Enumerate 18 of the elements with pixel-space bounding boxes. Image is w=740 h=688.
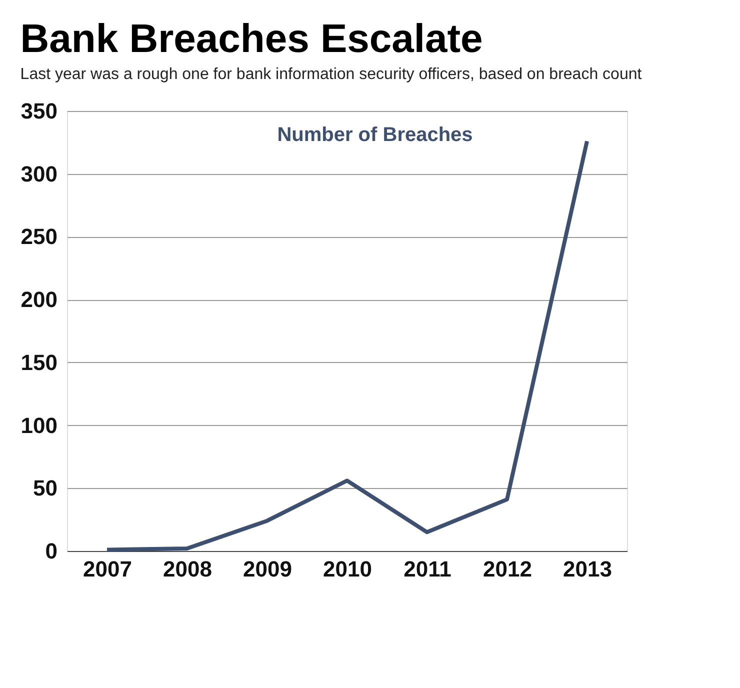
x-tick-label: 2011 <box>404 556 452 582</box>
y-tick-label: 250 <box>20 224 58 250</box>
y-tick-label: 350 <box>20 98 58 124</box>
y-tick-label: 100 <box>20 412 58 438</box>
y-tick-label: 300 <box>20 161 58 186</box>
text: Number of Breaches <box>277 124 473 146</box>
x-tick-label: 2010 <box>323 556 372 582</box>
x-tick-label: 2013 <box>563 556 612 582</box>
chart-title: Bank Breaches Escalate <box>20 17 483 61</box>
x-tick-label: 2012 <box>483 556 532 582</box>
x-tick-label: 2007 <box>83 556 132 582</box>
y-tick-label: 0 <box>45 538 58 564</box>
x-tick-label: 2009 <box>243 556 292 582</box>
chart-subtitle: Last year was a rough one for bank information security officers, based on breach count <box>20 66 642 83</box>
x-tick-label: 2008 <box>163 556 212 582</box>
y-tick-label: 50 <box>33 476 58 501</box>
y-tick-label: 200 <box>20 287 58 312</box>
y-tick-label: 150 <box>20 350 58 375</box>
